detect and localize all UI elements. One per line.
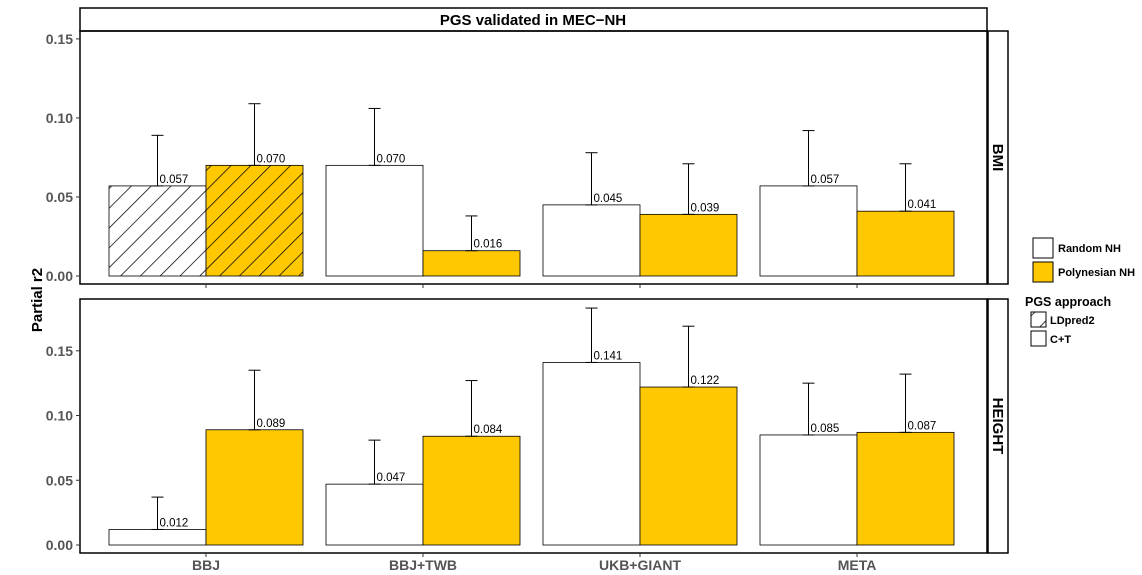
panel-frame xyxy=(79,30,988,285)
bar-random-nh-bbj-twb xyxy=(326,165,423,276)
bar-hatch-overlay xyxy=(109,185,206,276)
bar-polynesian-nh-bbj-twb xyxy=(423,436,520,545)
data-label: 0.085 xyxy=(811,423,840,435)
x-tick-label: BBJ+TWB xyxy=(389,557,457,573)
data-label: 0.087 xyxy=(908,420,937,432)
bar-random-nh-meta xyxy=(760,185,857,276)
facet-strip-label: HEIGHT xyxy=(989,398,1006,455)
legend-title: PGS approach xyxy=(1025,295,1111,309)
x-tick-label: META xyxy=(838,557,877,573)
y-tick-label: 0.00 xyxy=(46,537,73,553)
bar-random-nh-bbj-twb xyxy=(326,484,423,545)
legend-swatch xyxy=(1032,261,1054,283)
legend-pattern-swatch xyxy=(1030,311,1047,328)
data-label: 0.070 xyxy=(257,153,286,165)
legend: Random NH Polynesian NH PGS approach LDpred… xyxy=(1025,237,1135,347)
data-label: 0.016 xyxy=(474,239,503,251)
legend-label: Polynesian NH xyxy=(1058,267,1135,279)
legend-label: Random NH xyxy=(1058,243,1121,255)
data-label: 0.122 xyxy=(691,375,720,387)
y-tick-label: 0.00 xyxy=(46,268,73,284)
bar-random-nh-bbj xyxy=(109,529,206,545)
legend-pattern-swatch xyxy=(1030,330,1047,347)
data-label: 0.045 xyxy=(594,193,623,205)
bar-random-nh-meta xyxy=(760,434,857,545)
facet-strip xyxy=(987,298,1009,554)
data-label: 0.047 xyxy=(377,472,406,484)
chart-title: PGS validated in MEC−NH xyxy=(440,12,626,29)
legend-label: LDpred2 xyxy=(1050,315,1095,327)
bar-hatch-overlay xyxy=(206,165,303,276)
panel-height: HEIGHT 0.00 0.05 0.10 0.15 0.012 0.047 0.141 0.0… xyxy=(46,298,1009,557)
data-label: 0.012 xyxy=(160,517,189,529)
x-axis: BBJ BBJ+TWB UKB+GIANT META xyxy=(192,557,876,573)
facet-strip-label: BMI xyxy=(989,144,1006,172)
facet-strip xyxy=(987,30,1009,285)
y-tick-label: 0.10 xyxy=(46,408,73,424)
data-label: 0.089 xyxy=(257,418,286,430)
y-axis-title: Partial r2 xyxy=(29,268,46,332)
data-label: 0.041 xyxy=(908,199,937,211)
bar-polynesian-nh-ukb-giant xyxy=(640,387,737,545)
y-tick-label: 0.10 xyxy=(46,110,73,126)
panel-bmi: BMI 0.00 0.05 0.10 0.15 0.057 0.070 0.045 0.057 0… xyxy=(46,30,1009,288)
y-tick-label: 0.05 xyxy=(46,189,73,205)
y-tick-label: 0.15 xyxy=(46,31,73,47)
data-label: 0.057 xyxy=(811,174,840,186)
bar-polynesian-nh-ukb-giant xyxy=(640,214,737,276)
legend-label: C+T xyxy=(1050,334,1071,346)
x-tick-label: UKB+GIANT xyxy=(599,557,682,573)
bar-random-nh-ukb-giant xyxy=(543,204,640,276)
x-tick-label: BBJ xyxy=(192,557,220,573)
bar-polynesian-nh-meta xyxy=(857,211,954,276)
panel-frame xyxy=(79,298,988,554)
bar-random-nh-ukb-giant xyxy=(543,362,640,545)
data-label: 0.070 xyxy=(377,153,406,165)
data-label: 0.084 xyxy=(474,424,503,436)
data-label: 0.057 xyxy=(160,174,189,186)
data-label: 0.141 xyxy=(594,350,623,362)
legend-swatch xyxy=(1032,237,1054,259)
bar-polynesian-nh-bbj-twb xyxy=(423,250,520,276)
bar-polynesian-nh-meta xyxy=(857,432,954,545)
y-tick-label: 0.15 xyxy=(46,343,73,359)
y-tick-label: 0.05 xyxy=(46,472,73,488)
data-label: 0.039 xyxy=(691,202,720,214)
bar-polynesian-nh-bbj xyxy=(206,429,303,545)
